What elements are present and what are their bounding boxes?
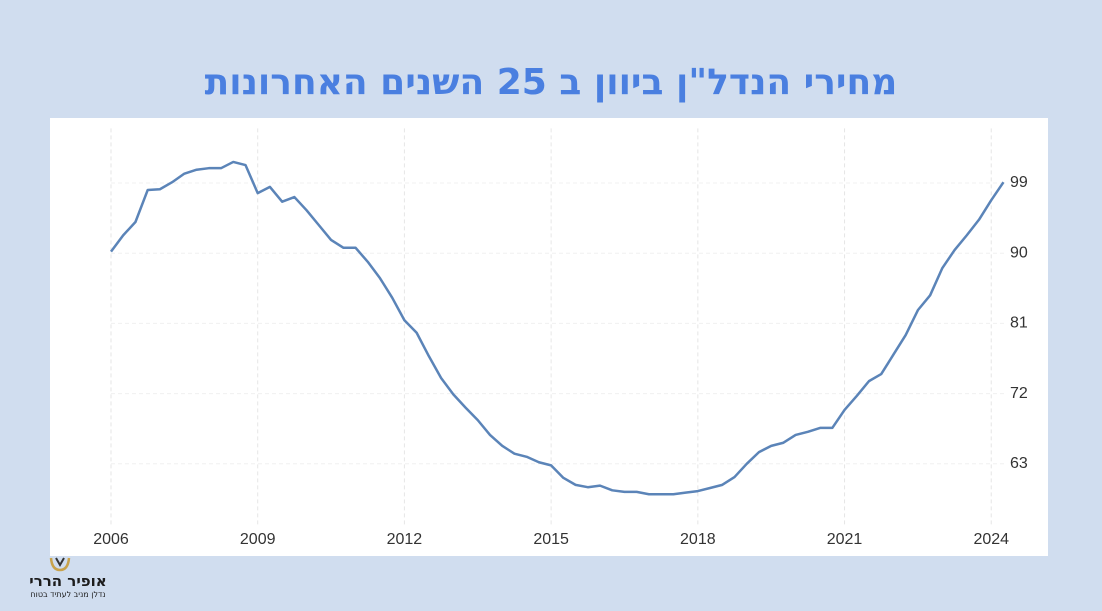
x-tick-label: 2006 <box>93 531 129 548</box>
chart-title: מחירי הנדל"ן ביוון ב 25 השנים האחרונות <box>204 62 898 103</box>
x-tick-label: 2024 <box>973 531 1009 548</box>
logo-tagline: נדלן מניב לעתיד בטוח <box>30 590 106 599</box>
data-line <box>109 160 1005 496</box>
logo-icon <box>49 557 71 572</box>
x-tick-label: 2009 <box>240 531 276 548</box>
y-tick-label: 81 <box>1010 315 1028 332</box>
chart-panel <box>50 118 1048 556</box>
x-tick-label: 2021 <box>827 531 863 548</box>
y-tick-label: 90 <box>1010 244 1028 261</box>
y-tick-label: 72 <box>1010 385 1028 402</box>
x-tick-label: 2015 <box>533 531 569 548</box>
y-tick-label: 63 <box>1010 455 1028 472</box>
logo-name: אופיר הררי <box>29 572 107 590</box>
x-tick-label: 2012 <box>387 531 423 548</box>
x-tick-label: 2018 <box>680 531 716 548</box>
y-tick-label: 99 <box>1010 174 1028 191</box>
logo: אופיר הררי נדלן מניב לעתיד בטוח <box>8 556 128 599</box>
